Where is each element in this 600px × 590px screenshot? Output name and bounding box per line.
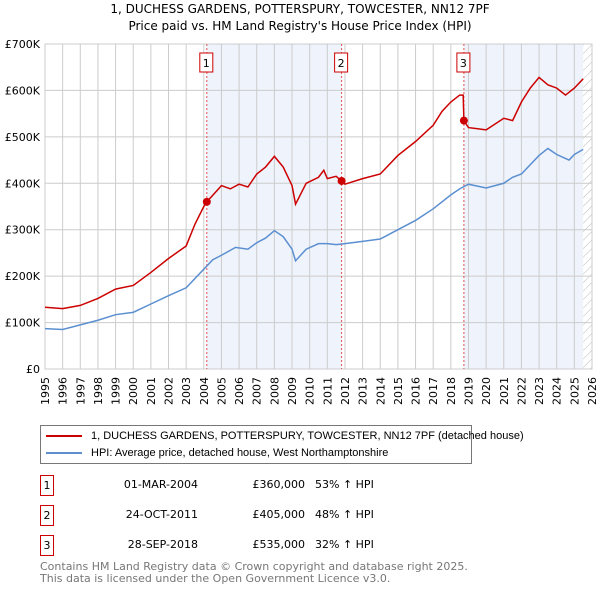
sale-date: 01-MAR-2004: [123, 478, 198, 491]
x-tick-label: 2011: [321, 377, 334, 405]
y-tick-label: £600K: [5, 84, 41, 97]
x-tick-label: 2010: [304, 377, 317, 405]
future-hatch: [583, 44, 592, 369]
chart-title: 1, DUCHESS GARDENS, POTTERSPURY, TOWCEST…: [110, 2, 489, 16]
sale-badge: 1: [40, 475, 54, 496]
x-tick-label: 2002: [163, 377, 176, 405]
sale-point: [202, 197, 211, 206]
legend: 1, DUCHESS GARDENS, POTTERSPURY, TOWCEST…: [40, 425, 524, 464]
y-tick-label: £0: [26, 363, 40, 376]
x-tick-label: 2008: [268, 377, 281, 405]
hpi-line: [44, 147, 584, 331]
x-tick-label: 2012: [339, 377, 352, 405]
x-tick-label: 2015: [392, 377, 405, 405]
sale-point: [459, 116, 468, 125]
x-tick-label: 2016: [410, 377, 423, 405]
legend-hpi: HPI: Average price, detached house, West…: [91, 447, 389, 459]
x-tick-label: 2009: [286, 377, 299, 405]
x-tick-label: 2003: [180, 377, 193, 405]
x-tick-label: 2001: [145, 377, 158, 405]
sale-badge: 2: [40, 505, 54, 526]
sale-hpi-diff: 48% ↑ HPI: [315, 508, 374, 521]
sale-hpi-diff: 32% ↑ HPI: [315, 538, 374, 551]
plot-frame: [44, 43, 593, 370]
x-tick-label: 2000: [127, 377, 140, 405]
x-tick-label: 2023: [533, 377, 546, 405]
legend-red-line: [46, 435, 82, 437]
sale-row: 2 24-OCT-2011 £405,000 48% ↑ HPI: [40, 505, 440, 526]
sale-hpi-diff: 53% ↑ HPI: [315, 478, 374, 491]
legend-blue-line: [46, 452, 82, 454]
x-tick-label: 2017: [427, 377, 440, 405]
x-tick-label: 2018: [445, 377, 458, 405]
x-tick-label: 2026: [586, 377, 599, 405]
x-tick-label: 1995: [39, 377, 52, 405]
sale-price: £360,000: [252, 478, 306, 491]
y-tick-label: £200K: [5, 270, 41, 283]
sale-price: £405,000: [252, 508, 306, 521]
x-tick-label: 1997: [74, 377, 87, 405]
x-tick-label: 2013: [357, 377, 370, 405]
footer: Contains HM Land Registry data © Crown c…: [40, 561, 468, 585]
x-tick-label: 1999: [110, 377, 123, 405]
y-tick-label: £400K: [5, 177, 41, 190]
x-tick-label: 1996: [57, 377, 70, 405]
x-tick-label: 2006: [233, 377, 246, 405]
sale-row: 1 01-MAR-2004 £360,000 53% ↑ HPI: [40, 475, 440, 496]
sale-badge: [334, 52, 349, 73]
sale-badge-number: 2: [338, 57, 345, 70]
chart-subtitle: Price paid vs. HM Land Registry's House …: [128, 19, 471, 33]
x-tick-label: 2014: [374, 377, 387, 405]
x-tick-label: 2020: [480, 377, 493, 405]
y-tick-label: £100K: [5, 317, 41, 330]
x-tick-label: 2005: [215, 377, 228, 405]
y-tick-label: £500K: [5, 131, 41, 144]
y-tick-label: £300K: [5, 224, 41, 237]
shaded-region: [463, 44, 584, 369]
x-tick-label: 2022: [515, 377, 528, 405]
sale-price: £535,000: [252, 538, 306, 551]
x-tick-label: 1998: [92, 377, 105, 405]
x-tick-label: 2019: [462, 377, 475, 405]
sale-badge: 3: [40, 535, 54, 556]
footer-line: Contains HM Land Registry data © Crown c…: [40, 560, 468, 573]
x-tick-label: 2007: [251, 377, 264, 405]
sale-badge: [199, 52, 214, 73]
x-tick-label: 2024: [551, 377, 564, 405]
sale-date: 24-OCT-2011: [125, 508, 198, 521]
y-tick-label: £700K: [5, 38, 41, 51]
x-tick-label: 2021: [498, 377, 511, 405]
sale-date: 28-SEP-2018: [127, 538, 198, 551]
property-line: [44, 76, 584, 310]
sale-badge-number: 3: [460, 57, 467, 70]
sale-badge-number: 1: [203, 57, 210, 70]
legend-property: 1, DUCHESS GARDENS, POTTERSPURY, TOWCEST…: [91, 430, 524, 442]
x-tick-label: 2025: [568, 377, 581, 405]
sale-badge: [456, 52, 471, 73]
footer-line: This data is licensed under the Open Gov…: [40, 572, 391, 585]
sale-point: [337, 176, 346, 185]
x-tick-label: 2004: [198, 377, 211, 405]
sale-row: 3 28-SEP-2018 £535,000 32% ↑ HPI: [40, 535, 440, 556]
price-chart: 1, DUCHESS GARDENS, POTTERSPURY, TOWCEST…: [5, 2, 599, 405]
